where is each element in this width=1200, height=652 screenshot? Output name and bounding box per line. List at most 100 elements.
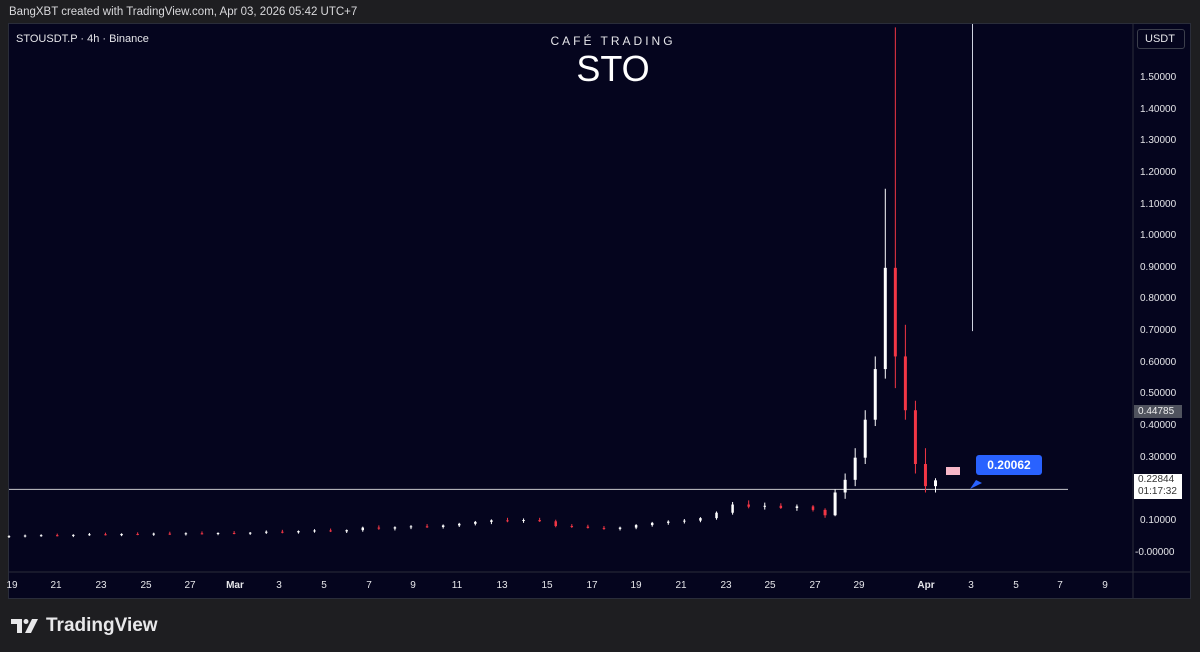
x-tick-label: 7 <box>366 580 372 591</box>
candle-body <box>763 505 767 507</box>
candle-body <box>699 518 702 521</box>
tradingview-logo-text: TradingView <box>46 615 158 636</box>
candle-body <box>55 535 59 537</box>
candle-body <box>88 534 91 536</box>
candle-body <box>667 521 670 523</box>
candle-body <box>184 533 188 535</box>
price-callout: 0.20062 <box>976 455 1042 475</box>
currency-button[interactable]: USDT <box>1137 29 1185 49</box>
candle-body <box>570 526 574 528</box>
candle-body <box>409 526 413 528</box>
mark-price-tag: 0.44785 <box>1134 405 1182 418</box>
y-tick-label: 0.30000 <box>1140 451 1177 463</box>
candle-body <box>200 533 204 535</box>
brand-title: STO <box>576 48 650 89</box>
candle-body <box>873 369 877 420</box>
candle-body <box>104 534 107 536</box>
candle-body <box>152 533 155 535</box>
last-price-value: 0.22844 <box>1138 474 1175 485</box>
candle-body <box>843 479 847 493</box>
candle-body <box>853 457 857 480</box>
candle-body <box>490 520 493 522</box>
x-tick-label: 19 <box>6 580 18 591</box>
x-tick-label: 7 <box>1057 580 1063 591</box>
x-tick-label: 15 <box>541 580 553 591</box>
candle-body <box>923 464 927 487</box>
candle-body <box>329 530 332 532</box>
y-tick-label: 1.10000 <box>1140 198 1177 210</box>
x-tick-label: 5 <box>1013 580 1019 591</box>
candle-body <box>297 531 300 533</box>
candle-body <box>883 267 887 370</box>
candle-body <box>554 521 557 527</box>
y-tick-label: 0.40000 <box>1140 420 1177 432</box>
x-tick-label: 25 <box>140 580 152 591</box>
candle-body <box>913 410 917 465</box>
candle-body <box>779 505 783 508</box>
candle-body <box>281 531 284 533</box>
y-tick-label: 0.90000 <box>1140 261 1177 273</box>
x-tick-label: 19 <box>630 580 642 591</box>
candle-body <box>345 530 348 532</box>
candle-body <box>72 534 75 536</box>
x-tick-label: 3 <box>968 580 974 591</box>
candle-body <box>811 506 815 510</box>
x-tick-label: 27 <box>184 580 196 591</box>
x-tick-label: 11 <box>451 580 463 591</box>
candle-body <box>232 532 236 534</box>
y-tick-label: 1.30000 <box>1140 135 1177 147</box>
candle-body <box>441 525 445 527</box>
x-tick-label: Mar <box>226 580 244 591</box>
candle-body <box>313 530 316 532</box>
candle-body <box>650 522 654 526</box>
candle-body <box>457 523 461 526</box>
x-tick-label: 13 <box>496 580 508 591</box>
x-tick-label: 17 <box>586 580 598 591</box>
candle-body <box>425 526 429 528</box>
last-price-tag: 0.22844 01:17:32 <box>1134 474 1182 499</box>
symbol-info[interactable]: STOUSDT.P · 4h · Binance <box>16 33 149 45</box>
candle-body <box>823 509 827 516</box>
x-tick-label: 27 <box>809 580 821 591</box>
candle-body <box>934 480 937 487</box>
candle-body <box>377 527 381 529</box>
candle-body <box>248 532 252 534</box>
y-tick-label: 0.80000 <box>1140 293 1177 305</box>
x-tick-label: 3 <box>276 580 282 591</box>
x-tick-label: 9 <box>410 580 416 591</box>
y-tick-label: 1.40000 <box>1140 103 1177 115</box>
y-tick-label: 0.10000 <box>1140 514 1177 526</box>
candle-body <box>634 525 638 528</box>
candle-body <box>522 520 525 522</box>
x-tick-label: 21 <box>675 580 687 591</box>
candle-body <box>474 521 477 524</box>
x-tick-label: Apr <box>917 580 935 591</box>
tradingview-logo[interactable]: TradingView <box>10 615 158 637</box>
y-tick-label: 0.60000 <box>1140 356 1177 368</box>
candle-body <box>683 520 686 522</box>
candle-body <box>39 535 43 537</box>
candle-body <box>7 536 11 538</box>
candle-body <box>715 512 718 519</box>
candle-body <box>168 533 172 535</box>
y-tick-label: 0.70000 <box>1140 325 1177 337</box>
y-tick-label: 0.50000 <box>1140 388 1177 400</box>
candle-body <box>602 527 606 529</box>
x-tick-label: 21 <box>50 580 62 591</box>
flag-marker <box>946 467 960 475</box>
candle-body <box>136 533 139 535</box>
candle-body <box>538 520 541 522</box>
candle-body <box>893 267 897 357</box>
chart-header: BangXBT created with TradingView.com, Ap… <box>9 6 358 18</box>
candle-body <box>23 535 27 537</box>
x-tick-label: 25 <box>764 580 776 591</box>
x-tick-label: 9 <box>1102 580 1108 591</box>
candle-body <box>795 506 799 508</box>
candle-body <box>216 532 220 534</box>
candle-body <box>361 527 365 531</box>
candle-body <box>586 526 590 528</box>
chart-frame[interactable] <box>8 23 1191 599</box>
y-tick-label: 1.50000 <box>1140 72 1177 83</box>
bar-countdown: 01:17:32 <box>1138 486 1177 497</box>
